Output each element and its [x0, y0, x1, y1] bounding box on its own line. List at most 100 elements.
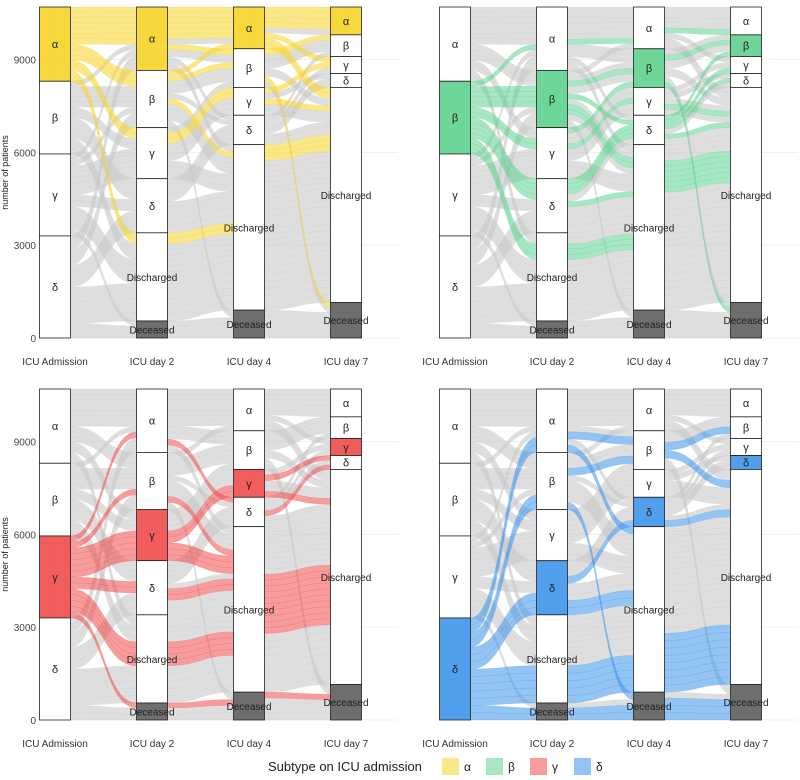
stratum-label: Discharged [721, 573, 772, 584]
stratum-label: α [646, 23, 653, 35]
stratum-label: Discharged [127, 655, 178, 666]
stratum-box [330, 684, 362, 721]
stratum-box [730, 302, 762, 339]
flow [470, 28, 537, 34]
stratum-label: β [452, 495, 458, 507]
flow-highlight [567, 38, 634, 45]
stratum-box [39, 6, 71, 82]
stratum-label: δ [343, 75, 349, 87]
flow [664, 323, 731, 332]
stratum-box [536, 614, 568, 704]
y-tick-label: 0 [30, 716, 36, 727]
stratum-label: δ [743, 75, 749, 87]
stratum-label: Discharged [321, 191, 372, 202]
stratum-box [136, 452, 168, 511]
flow-highlight [167, 22, 234, 29]
stratum-label: β [149, 476, 155, 488]
stratum-label: δ [149, 201, 155, 213]
stratum-box [233, 87, 265, 116]
flow [70, 404, 137, 411]
stratum-box [536, 320, 568, 339]
strata: αβγδαβγδDischargedDeceasedαβγδDischarged… [439, 6, 771, 339]
stratum-box [536, 127, 568, 180]
stratum-label: γ [52, 190, 58, 202]
flow [70, 388, 137, 395]
flow [470, 478, 537, 485]
flow [70, 478, 137, 485]
panel-4: αβγδαβγδDischargedDeceasedαβγδDischarged… [422, 388, 798, 750]
y-axis: 0 3000 6000 9000 number of patients [0, 438, 36, 727]
stratum-label: Discharged [624, 605, 675, 616]
flow-highlight [470, 712, 537, 721]
flow [167, 38, 234, 45]
stratum-box [439, 535, 471, 619]
y-axis-title: number of patients [0, 135, 10, 210]
stratum-label: γ [149, 148, 155, 160]
stratum-box [233, 144, 265, 311]
flow [70, 473, 137, 479]
stratum-box [536, 388, 568, 453]
stratum-label: γ [646, 478, 652, 490]
stratum-label: α [52, 421, 59, 433]
x-tick-label: ICU day 2 [130, 739, 175, 750]
stratum-label: Discharged [527, 273, 578, 284]
flows-highlight [70, 431, 331, 709]
flow [167, 404, 234, 411]
flow [567, 330, 634, 339]
x-tick-label: ICU day 7 [324, 739, 369, 750]
flow [470, 399, 537, 406]
flow [567, 399, 634, 406]
flow [567, 415, 634, 422]
stratum-label: β [646, 63, 652, 75]
legend: Subtype on ICU admission α β γ δ [268, 758, 603, 775]
stratum-label: α [149, 34, 156, 46]
legend-item: γ [530, 758, 558, 775]
stratum-label: α [149, 416, 156, 428]
flow-highlight [70, 6, 137, 13]
legend-item: β [486, 758, 515, 775]
flow [167, 712, 234, 721]
stratum-box [136, 614, 168, 704]
stratum-label: β [246, 445, 252, 457]
x-axis: ICU Admission ICU day 2 ICU day 4 ICU day 7 [422, 739, 768, 750]
flow [167, 420, 234, 427]
flow-highlight [167, 6, 234, 13]
flow [470, 410, 537, 416]
flow [70, 399, 137, 406]
flow [664, 6, 731, 13]
stratum-label: β [646, 445, 652, 457]
flow [470, 17, 537, 24]
stratum-box [730, 469, 762, 685]
stratum-label: α [343, 16, 350, 28]
stratum-box [633, 309, 665, 339]
stratum-label: α [452, 421, 459, 433]
stratum-label: γ [52, 572, 58, 584]
x-axis: ICU Admission ICU day 2 ICU day 4 ICU day 7 [22, 357, 368, 368]
stratum-label: γ [246, 478, 252, 490]
y-axis-title: number of patients [0, 517, 10, 592]
stratum-box [136, 560, 168, 616]
stratum-box [330, 6, 362, 36]
stratum-box [233, 496, 265, 528]
legend-title: Subtype on ICU admission [268, 759, 422, 774]
stratum-box [633, 388, 665, 432]
stratum-box [136, 320, 168, 339]
x-tick-label: ICU Admission [422, 739, 488, 750]
flow-highlight [470, 101, 537, 108]
y-tick-label: 9000 [14, 56, 37, 67]
stratum-box [633, 6, 665, 50]
stratum-label: β [52, 113, 58, 125]
stratum-label: γ [549, 530, 555, 542]
stratum-label: γ [452, 572, 458, 584]
stratum-label: γ [246, 96, 252, 108]
stratum-box [233, 469, 265, 498]
x-tick-label: ICU day 7 [724, 739, 769, 750]
stratum-label: δ [452, 282, 458, 294]
stratum-label: Discharged [624, 223, 675, 234]
stratum-label: γ [343, 60, 349, 72]
stratum-box [136, 509, 168, 562]
flow [470, 404, 537, 411]
stratum-label: Deceased [226, 320, 271, 331]
stratum-label: Discharged [224, 223, 275, 234]
stratum-box [330, 469, 362, 685]
